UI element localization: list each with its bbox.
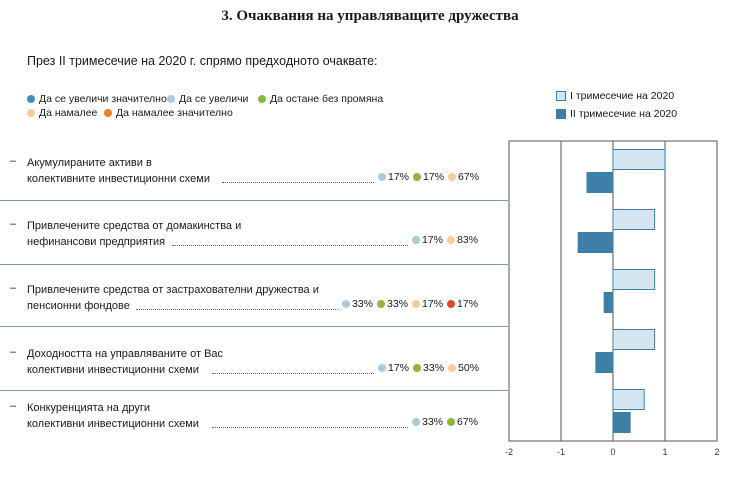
bar-q2 bbox=[586, 172, 614, 193]
row-percentages: 17% 83% bbox=[408, 234, 478, 246]
legend-swatch-q1 bbox=[556, 91, 566, 101]
pct-dot bbox=[413, 364, 422, 372]
row-percentages: 33% 33% 17% 17% bbox=[338, 298, 478, 310]
pct-value: 67% bbox=[458, 171, 480, 183]
leader-dots bbox=[136, 309, 338, 310]
pct-value: 33% bbox=[422, 416, 444, 428]
pct-dot bbox=[413, 173, 422, 181]
row-dash: – bbox=[10, 282, 17, 294]
pct-value: 50% bbox=[458, 362, 480, 374]
legend-item-increase-significantly: Да се увеличи значително bbox=[27, 93, 167, 105]
pct-value: 33% bbox=[423, 362, 445, 374]
pct-dot bbox=[447, 236, 456, 244]
row-separator bbox=[0, 200, 508, 201]
row-label-line1: Акумулираните активи в bbox=[27, 157, 152, 169]
row-label-line1: Доходността на управляваните от Вас bbox=[27, 348, 224, 360]
pct-value: 83% bbox=[457, 234, 479, 246]
leader-dots bbox=[222, 182, 374, 183]
row-dash: – bbox=[10, 218, 17, 230]
subtitle: През II тримесечие на 2020 г. спрямо пре… bbox=[27, 54, 378, 68]
bar-q2 bbox=[603, 292, 614, 313]
pct-value: 17% bbox=[388, 362, 410, 374]
pct-dot bbox=[342, 300, 350, 308]
row-percentages: 17% 17% 67% bbox=[374, 171, 479, 183]
row-percentages: 17% 33% 50% bbox=[374, 362, 479, 374]
row-label-line1: Привлечените средства от застрахователни… bbox=[27, 284, 319, 296]
pct-value: 17% bbox=[457, 298, 479, 310]
legend-swatch-q2 bbox=[556, 109, 566, 119]
bar-q1 bbox=[612, 269, 656, 290]
bar-q1 bbox=[612, 389, 645, 410]
bar-q2 bbox=[577, 232, 614, 253]
pct-dot bbox=[447, 418, 456, 426]
row-label-line1: Конкуренцията на други bbox=[27, 402, 151, 414]
pct-dot bbox=[448, 364, 457, 372]
legend-dot bbox=[258, 95, 266, 103]
pct-value: 17% bbox=[422, 234, 444, 246]
row-separator bbox=[0, 390, 508, 391]
row-label-line2: колективни инвестиционни схеми bbox=[27, 364, 199, 376]
row-dash: – bbox=[10, 155, 17, 167]
pct-value: 17% bbox=[422, 298, 444, 310]
bar-q2 bbox=[612, 412, 631, 433]
row-label-line1: Привлечените средства от домакинства и bbox=[27, 220, 242, 232]
pct-value: 17% bbox=[388, 171, 410, 183]
row-dash: – bbox=[10, 400, 17, 412]
page-title: 3. Очаквания на управляващите дружества bbox=[221, 8, 519, 24]
pct-dot bbox=[448, 173, 457, 181]
row-separator bbox=[0, 264, 508, 265]
pct-value: 33% bbox=[387, 298, 409, 310]
legend-item-increase: Да се увеличи bbox=[167, 93, 248, 105]
pct-dot bbox=[378, 364, 386, 372]
x-tick-label: 0 bbox=[610, 447, 615, 457]
row-label-line2: пенсионни фондове bbox=[27, 300, 130, 312]
pct-value: 17% bbox=[423, 171, 445, 183]
legend-dot bbox=[27, 95, 35, 103]
pct-dot bbox=[412, 418, 420, 426]
expectations-bar-chart: -2 -1 0 1 2 bbox=[505, 140, 720, 457]
pct-dot bbox=[412, 236, 420, 244]
x-tick-label: -1 bbox=[557, 447, 565, 457]
bar-q1 bbox=[612, 209, 656, 230]
legend-item-decrease: Да намалее bbox=[27, 107, 97, 119]
legend-dot bbox=[27, 109, 35, 117]
legend-item-decrease-significantly: Да намалее значително bbox=[104, 107, 233, 119]
pct-value: 33% bbox=[352, 298, 374, 310]
x-tick-label: 2 bbox=[714, 447, 719, 457]
bar-q1 bbox=[612, 329, 656, 350]
pct-dot bbox=[412, 300, 421, 308]
pct-dot bbox=[447, 300, 456, 308]
legend-dot bbox=[104, 109, 112, 117]
pct-dot bbox=[378, 173, 386, 181]
row-separator bbox=[0, 326, 508, 327]
legend-item-no-change: Да остане без промяна bbox=[258, 93, 383, 105]
leader-dots bbox=[212, 427, 408, 428]
x-tick-label: 1 bbox=[662, 447, 667, 457]
row-label-line2: колективните инвестиционни схеми bbox=[27, 173, 210, 185]
row-percentages: 33% 67% bbox=[408, 416, 478, 428]
bar-q1 bbox=[612, 149, 666, 170]
legend-series-q1: I тримесечие на 2020 bbox=[556, 90, 674, 102]
leader-dots bbox=[172, 245, 408, 246]
legend-series-q2: II тримесечие на 2020 bbox=[556, 108, 677, 120]
x-tick-label: -2 bbox=[505, 447, 513, 457]
pct-value: 67% bbox=[457, 416, 479, 428]
row-dash: – bbox=[10, 346, 17, 358]
row-label-line2: нефинансови предприятия bbox=[27, 236, 166, 248]
legend-dot bbox=[167, 95, 175, 103]
leader-dots bbox=[212, 373, 374, 374]
bar-q2 bbox=[595, 352, 614, 373]
pct-dot bbox=[377, 300, 386, 308]
row-label-line2: колективни инвестиционни схеми bbox=[27, 418, 199, 430]
